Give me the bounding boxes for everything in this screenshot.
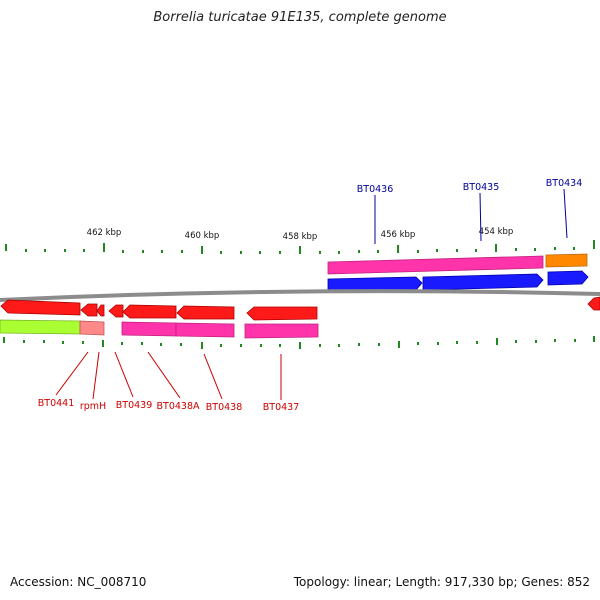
bottom-tick-row — [3, 336, 595, 349]
genome-backbone — [0, 289, 600, 302]
forward-genes — [327, 270, 589, 293]
gene-label-bottom: BT0438 — [206, 402, 243, 413]
top-gene-labels: BT0436 BT0435 BT0434 — [357, 178, 583, 244]
accession-label: Accession: NC_008710 — [10, 575, 147, 589]
reverse-cds-features — [0, 319, 319, 339]
reverse-genes — [0, 296, 600, 321]
forward-cds-features — [327, 253, 588, 275]
gene-label-bottom: BT0439 — [116, 400, 153, 411]
top-tick-row — [5, 240, 595, 254]
gene-label-top: BT0435 — [463, 182, 500, 193]
topology-label: Topology: linear; Length: 917,330 bp; Ge… — [293, 575, 590, 589]
gene-label-bottom: BT0438A — [157, 401, 200, 412]
tick-label: 454 kbp — [479, 227, 514, 237]
map-title: Borrelia turicatae 91E135, complete geno… — [153, 10, 447, 25]
gene-label-top: BT0434 — [546, 178, 583, 189]
bottom-gene-labels: BT0441 rpmH BT0439 BT0438A BT0438 BT0437 — [38, 351, 300, 413]
tick-label: 462 kbp — [87, 228, 122, 238]
gene-label-top: BT0436 — [357, 184, 394, 195]
gene-label-bottom: BT0441 — [38, 398, 75, 409]
gene-label-bottom: rpmH — [80, 401, 106, 412]
tick-label: 456 kbp — [381, 230, 416, 240]
gene-label-bottom: BT0437 — [263, 402, 300, 413]
tick-label: 460 kbp — [185, 231, 220, 241]
tick-label: 458 kbp — [283, 232, 318, 242]
